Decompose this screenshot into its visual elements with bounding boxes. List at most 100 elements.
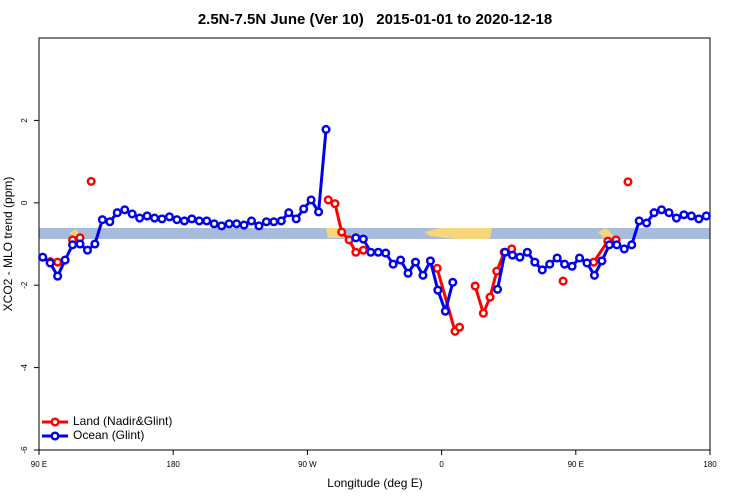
point xyxy=(433,285,443,295)
point xyxy=(574,253,585,263)
point xyxy=(246,216,257,226)
point xyxy=(112,208,122,218)
legend-label: Ocean (Glint) xyxy=(73,428,144,442)
point xyxy=(552,253,562,263)
point xyxy=(105,217,115,227)
point xyxy=(403,268,413,278)
point xyxy=(604,240,614,250)
point xyxy=(454,322,465,332)
point xyxy=(60,255,70,265)
point xyxy=(381,248,391,258)
x-tick-label: 90 E xyxy=(31,460,47,469)
point xyxy=(254,221,264,231)
point xyxy=(38,252,48,262)
point xyxy=(172,215,182,225)
plot-frame xyxy=(38,37,711,451)
x-axis-label: Longitude (deg E) xyxy=(327,476,422,490)
legend-marker xyxy=(50,417,60,427)
point xyxy=(522,247,532,257)
x-tick-label: 180 xyxy=(167,460,181,469)
y-tick-label: -2 xyxy=(20,281,29,289)
legend-marker xyxy=(50,431,60,441)
x-tick-label: 0 xyxy=(439,460,444,469)
point xyxy=(276,216,286,226)
point xyxy=(217,221,227,231)
point xyxy=(127,209,137,219)
point xyxy=(269,217,279,227)
point xyxy=(388,259,398,269)
point xyxy=(150,213,160,223)
point xyxy=(135,213,145,223)
point xyxy=(358,245,368,255)
point xyxy=(619,244,629,254)
point xyxy=(410,257,421,267)
point xyxy=(425,256,435,266)
x-tick-label: 180 xyxy=(703,460,717,469)
point xyxy=(323,195,333,205)
y-tick-label: -6 xyxy=(20,446,29,454)
point xyxy=(358,234,368,244)
point xyxy=(515,252,525,262)
point xyxy=(306,195,316,205)
point xyxy=(373,247,383,257)
point xyxy=(623,177,633,187)
point xyxy=(209,219,219,229)
point xyxy=(492,284,503,294)
point xyxy=(179,216,189,226)
point xyxy=(68,240,78,250)
point xyxy=(470,281,480,291)
point xyxy=(314,207,324,217)
legend-label: Land (Nadir&Glint) xyxy=(73,414,172,428)
point xyxy=(157,214,167,224)
point xyxy=(582,258,592,268)
point xyxy=(187,214,197,224)
point xyxy=(642,218,652,228)
point xyxy=(330,199,340,209)
point xyxy=(627,240,637,250)
y-tick-label: 0 xyxy=(20,200,29,205)
point xyxy=(321,124,331,135)
point xyxy=(448,277,458,287)
point xyxy=(53,257,63,267)
point xyxy=(530,257,540,267)
point xyxy=(485,292,495,302)
point xyxy=(232,219,242,229)
point xyxy=(164,212,175,222)
point xyxy=(597,256,607,266)
point xyxy=(75,239,85,249)
point xyxy=(634,216,644,226)
point xyxy=(261,217,271,227)
point xyxy=(224,219,234,229)
point xyxy=(612,240,622,250)
point xyxy=(82,245,93,255)
point xyxy=(366,247,376,257)
point xyxy=(97,215,107,225)
point xyxy=(351,233,361,243)
point xyxy=(701,211,711,221)
point xyxy=(656,205,667,215)
point xyxy=(239,220,249,230)
point xyxy=(120,205,130,215)
point xyxy=(53,271,63,281)
point xyxy=(664,208,674,218)
point xyxy=(432,263,442,273)
point xyxy=(558,276,568,286)
point xyxy=(351,247,361,257)
point xyxy=(686,211,696,221)
y-tick-label: -4 xyxy=(20,363,29,371)
point xyxy=(694,214,704,224)
point xyxy=(589,270,599,280)
point xyxy=(396,255,406,265)
point xyxy=(194,216,204,226)
point xyxy=(567,261,577,271)
point xyxy=(671,213,682,223)
point xyxy=(679,210,689,220)
point xyxy=(291,214,301,224)
chart-title: 2.5N-7.5N June (Ver 10) 2015-01-01 to 20… xyxy=(198,11,552,28)
point xyxy=(45,258,55,268)
y-axis-label: XCO2 - MLO trend (ppm) xyxy=(1,177,15,312)
point xyxy=(537,265,547,275)
point xyxy=(284,208,294,218)
x-tick-label: 90 E xyxy=(568,460,584,469)
